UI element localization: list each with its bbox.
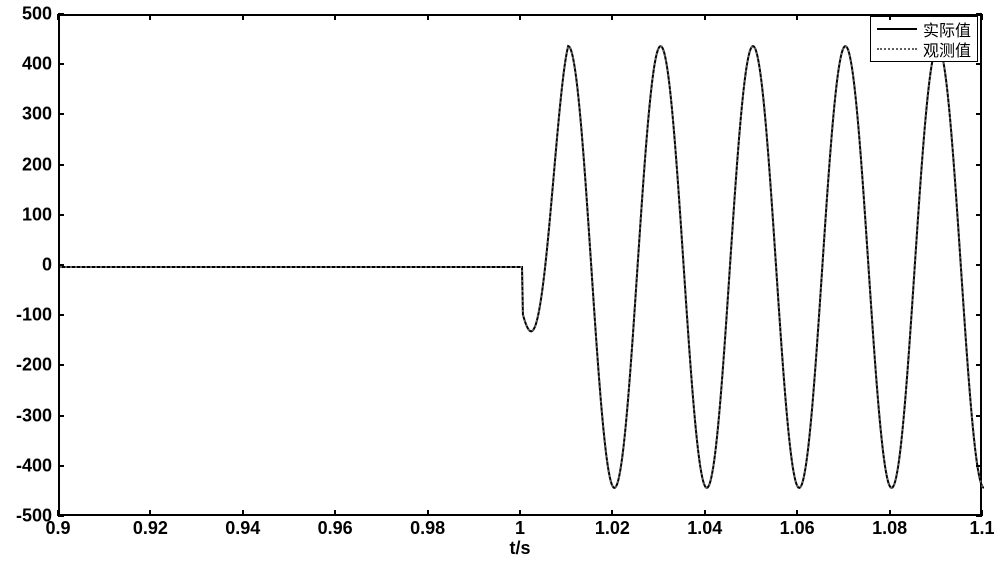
legend-line-icon	[877, 28, 917, 30]
y-tick-label: 300	[22, 104, 52, 125]
legend-item: 观测值	[877, 39, 971, 59]
y-tick-label: -100	[16, 305, 52, 326]
legend-item: 实际值	[877, 19, 971, 39]
x-tick	[427, 14, 429, 20]
x-tick-label: 0.94	[225, 518, 260, 539]
plot-canvas	[60, 16, 984, 518]
y-tick-label: -400	[16, 455, 52, 476]
y-tick	[58, 63, 64, 65]
x-tick	[889, 510, 891, 516]
y-tick	[58, 13, 64, 15]
y-tick-label: -500	[16, 506, 52, 527]
x-tick	[149, 14, 151, 20]
y-tick	[976, 465, 982, 467]
y-tick	[976, 214, 982, 216]
y-tick	[58, 264, 64, 266]
y-tick	[976, 13, 982, 15]
y-tick	[58, 364, 64, 366]
x-tick-label: 1	[515, 518, 525, 539]
x-tick	[334, 510, 336, 516]
x-tick	[796, 510, 798, 516]
x-axis-label: t/s	[509, 538, 530, 559]
legend-line-icon	[877, 48, 917, 50]
x-tick-label: 0.92	[133, 518, 168, 539]
y-tick	[976, 164, 982, 166]
y-tick	[976, 113, 982, 115]
y-tick	[58, 314, 64, 316]
x-tick	[427, 510, 429, 516]
x-tick	[519, 14, 521, 20]
y-tick-label: -300	[16, 405, 52, 426]
x-tick	[519, 510, 521, 516]
legend: 实际值观测值	[870, 16, 978, 62]
x-tick-label: 0.96	[318, 518, 353, 539]
x-tick-label: 1.1	[969, 518, 994, 539]
y-tick-label: 500	[22, 4, 52, 25]
plot-area: 实际值观测值	[58, 14, 982, 516]
legend-swatch-icon	[877, 41, 917, 57]
y-tick-label: 200	[22, 154, 52, 175]
x-tick-label: 1.04	[687, 518, 722, 539]
y-tick	[976, 364, 982, 366]
y-tick	[58, 214, 64, 216]
x-tick	[611, 14, 613, 20]
y-tick-label: 100	[22, 204, 52, 225]
y-tick	[976, 415, 982, 417]
y-tick-label: -200	[16, 355, 52, 376]
y-tick	[976, 264, 982, 266]
x-tick	[704, 14, 706, 20]
x-tick	[334, 14, 336, 20]
x-tick	[889, 14, 891, 20]
legend-swatch-icon	[877, 21, 917, 37]
y-tick	[58, 415, 64, 417]
y-tick	[58, 465, 64, 467]
y-tick	[58, 164, 64, 166]
y-tick	[976, 63, 982, 65]
y-tick	[58, 113, 64, 115]
legend-label: 观测值	[923, 37, 971, 61]
x-tick	[149, 510, 151, 516]
y-tick	[58, 515, 64, 517]
x-tick	[704, 510, 706, 516]
x-tick-label: 1.06	[780, 518, 815, 539]
x-tick	[242, 510, 244, 516]
x-tick-label: 1.02	[595, 518, 630, 539]
x-tick-label: 1.08	[872, 518, 907, 539]
x-tick	[796, 14, 798, 20]
x-tick-label: 0.98	[410, 518, 445, 539]
y-tick	[976, 314, 982, 316]
figure: 实际值观测值 0.90.920.940.960.9811.021.041.061…	[0, 0, 1000, 572]
y-tick-label: 0	[42, 255, 52, 276]
x-tick	[242, 14, 244, 20]
y-tick	[976, 515, 982, 517]
y-tick-label: 400	[22, 54, 52, 75]
x-tick	[611, 510, 613, 516]
